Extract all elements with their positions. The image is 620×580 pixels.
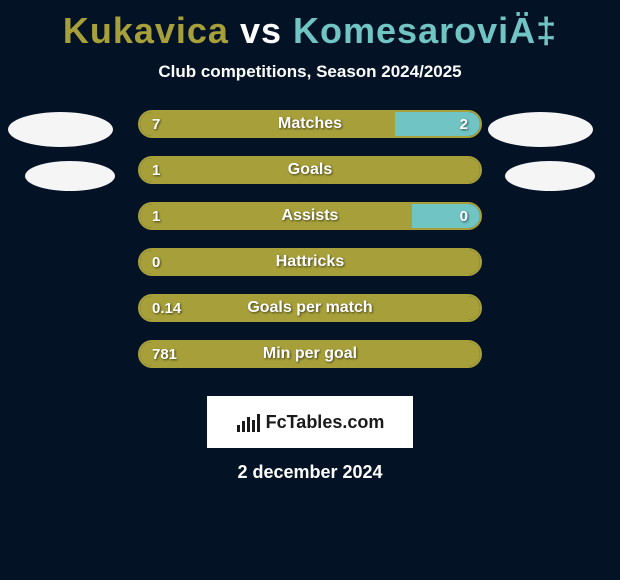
logo-text: FcTables.com	[266, 412, 385, 433]
stat-label: Hattricks	[140, 250, 480, 274]
chart-icon	[236, 412, 262, 432]
vs-text: vs	[240, 10, 282, 51]
stat-label: Assists	[140, 204, 480, 228]
stat-bar: 0.14Goals per match	[138, 294, 482, 322]
stat-label: Matches	[140, 112, 480, 136]
player-avatar	[488, 112, 593, 147]
player-avatar	[505, 161, 595, 191]
stat-bar: 781Min per goal	[138, 340, 482, 368]
date: 2 december 2024	[0, 462, 620, 483]
player2-name: KomesaroviÄ‡	[293, 10, 557, 51]
stat-row: 781Min per goal	[0, 340, 620, 386]
fctables-logo: FcTables.com	[207, 396, 413, 448]
stat-bar: 0Hattricks	[138, 248, 482, 276]
stat-label: Goals per match	[140, 296, 480, 320]
stat-label: Min per goal	[140, 342, 480, 366]
comparison-title: Kukavica vs KomesaroviÄ‡	[0, 0, 620, 52]
stat-row: 10Assists	[0, 202, 620, 248]
subtitle: Club competitions, Season 2024/2025	[0, 62, 620, 82]
stat-row: 72Matches	[0, 110, 620, 156]
player-avatar	[25, 161, 115, 191]
stat-label: Goals	[140, 158, 480, 182]
stat-bar: 72Matches	[138, 110, 482, 138]
stat-row: 0Hattricks	[0, 248, 620, 294]
player-avatar	[8, 112, 113, 147]
stats-container: 72Matches 1Goals 10Assists 0Hattricks 0.14Go…	[0, 110, 620, 386]
stat-row: 1Goals	[0, 156, 620, 202]
stat-bar: 1Goals	[138, 156, 482, 184]
stat-row: 0.14Goals per match	[0, 294, 620, 340]
stat-bar: 10Assists	[138, 202, 482, 230]
player1-name: Kukavica	[63, 10, 229, 51]
